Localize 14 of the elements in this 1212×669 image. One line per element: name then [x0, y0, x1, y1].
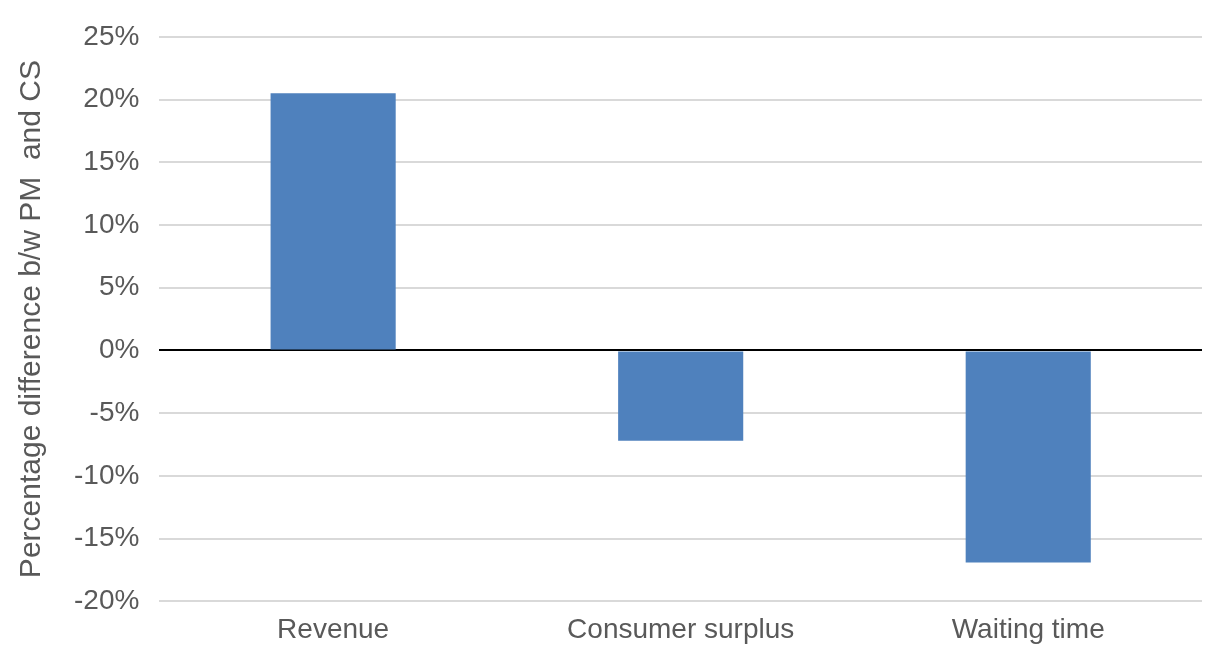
y-tick-label: -20% [73, 584, 140, 616]
x-tick-label: Revenue [277, 612, 390, 644]
y-tick-label: 0% [98, 333, 140, 365]
y-tick-label: 10% [83, 207, 140, 239]
y-tick-label: 20% [83, 82, 140, 114]
y-tick-label: 15% [83, 144, 140, 176]
y-axis-title: Percentage difference b/w PM and CS [13, 60, 47, 579]
y-tick-label: -10% [73, 458, 140, 490]
y-tick-label: -15% [73, 521, 140, 553]
x-tick-label: Waiting time [951, 612, 1105, 644]
x-tick-label: Consumer surplus [567, 612, 795, 644]
y-tick-label: 25% [83, 19, 140, 51]
y-tick-label: -5% [89, 395, 140, 427]
y-tick-label: 5% [98, 270, 140, 302]
